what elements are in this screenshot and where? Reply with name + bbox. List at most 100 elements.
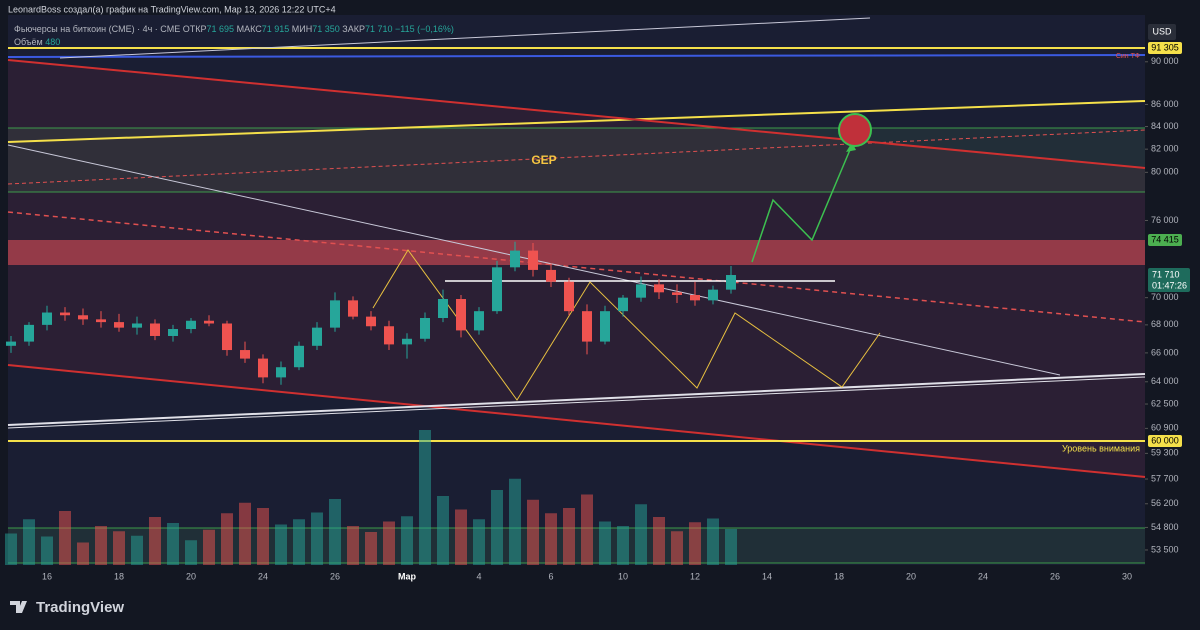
- x-tick-label: 14: [762, 571, 772, 581]
- y-tick-label: 80 000: [1151, 167, 1179, 177]
- y-tick-label: 82 000: [1151, 144, 1179, 154]
- level-line: [7, 54, 1146, 58]
- volume-bar: [113, 531, 125, 565]
- candle-body: [222, 323, 232, 351]
- y-tick-label: 54 800: [1151, 522, 1179, 532]
- x-tick-label: 4: [476, 571, 481, 581]
- x-tick-label: 20: [186, 571, 196, 581]
- volume-bar: [185, 540, 197, 565]
- volume-bar: [383, 521, 395, 565]
- x-tick-label: 30: [1122, 571, 1132, 581]
- x-tick-label: 26: [330, 571, 340, 581]
- x-tick-label: 12: [690, 571, 700, 581]
- candle-body: [294, 345, 304, 368]
- trend-line: [7, 211, 1146, 323]
- close: 71 710: [365, 24, 393, 34]
- x-tick-label: 24: [258, 571, 268, 581]
- volume-bar: [221, 513, 233, 565]
- volume-bar: [599, 521, 611, 565]
- marker-box: [1148, 435, 1182, 447]
- volume: 480: [45, 37, 60, 47]
- volume-bar: [311, 512, 323, 565]
- volume-bar: [77, 542, 89, 565]
- volume-bar: [329, 499, 341, 565]
- y-tick-label: 86 000: [1151, 99, 1179, 109]
- footer-bg: [0, 565, 1200, 630]
- volume-bar: [437, 496, 449, 565]
- volume-bar: [707, 518, 719, 565]
- candle-body: [24, 324, 34, 342]
- channel-line: [7, 364, 1146, 478]
- candle-body: [654, 284, 664, 293]
- currency: USD: [1152, 26, 1172, 36]
- volume-bar: [275, 524, 287, 565]
- candle-body: [60, 312, 70, 316]
- high-label: МАКС: [237, 24, 263, 34]
- candle-body: [672, 292, 682, 295]
- volume-bar: [617, 526, 629, 565]
- volume-zone: [8, 528, 1145, 563]
- candle-body: [492, 267, 502, 312]
- marker-box: [1148, 268, 1190, 292]
- volume-bar: [131, 535, 143, 565]
- marker-box: [1148, 234, 1182, 246]
- close-label: ЗАКР: [342, 24, 365, 34]
- candle-body: [96, 319, 106, 323]
- candle-body: [78, 315, 88, 320]
- volume-bar: [203, 529, 215, 565]
- candle-body: [114, 322, 124, 328]
- candle-body: [132, 323, 142, 328]
- low: 71 350: [312, 24, 340, 34]
- y-tick-label: 84 000: [1151, 121, 1179, 131]
- brand: TradingView: [36, 599, 124, 616]
- y-tick-label: 59 300: [1151, 448, 1179, 458]
- volume-bar: [149, 517, 161, 565]
- volume-bar: [167, 523, 179, 565]
- y-tick-label: 90 000: [1151, 56, 1179, 66]
- y-tick-label: 66 000: [1151, 347, 1179, 357]
- volume-bar: [635, 504, 647, 565]
- x-tick-label: 18: [834, 571, 844, 581]
- resistance-zone: [8, 240, 1145, 265]
- trend-line: [59, 17, 871, 59]
- volume-bar: [563, 508, 575, 565]
- high: 71 915: [262, 24, 290, 34]
- candle-body: [600, 311, 610, 342]
- trend-line: [7, 373, 1146, 426]
- volume-bar: [545, 513, 557, 565]
- volume-bar: [527, 499, 539, 565]
- candle-body: [726, 275, 736, 290]
- candle-body: [582, 311, 592, 342]
- arrow-head: [846, 142, 856, 152]
- channel-fill: [8, 60, 1145, 477]
- candle-body: [312, 327, 322, 346]
- candle-body: [348, 300, 358, 317]
- legend-row: Фьючерсы на биткоин (CME) · 4ч · CME ОТК…: [14, 24, 454, 34]
- change: −115 (−0,16%): [395, 24, 454, 34]
- y-tick-label: 64 000: [1151, 376, 1179, 386]
- candle-body: [618, 297, 628, 312]
- zigzag: [372, 249, 881, 401]
- x-tick-label: 24: [978, 571, 988, 581]
- candle-body: [276, 367, 286, 378]
- volume-bar: [5, 533, 17, 565]
- candle-body: [528, 250, 538, 270]
- volume-bar: [401, 516, 413, 565]
- volume-bar: [365, 532, 377, 565]
- volume-bar: [671, 531, 683, 565]
- x-tick-label: 18: [114, 571, 124, 581]
- candle-body: [474, 311, 484, 331]
- volume-label: Объём: [14, 37, 43, 47]
- tf-label: Син ТФ: [1116, 53, 1140, 60]
- candle-body: [330, 300, 340, 328]
- candle-body: [564, 281, 574, 312]
- volume-bar: [59, 511, 71, 565]
- y-tick-label: 68 000: [1151, 319, 1179, 329]
- volume-bar: [491, 490, 503, 565]
- candle-body: [708, 289, 718, 301]
- low-label: МИН: [292, 24, 312, 34]
- trend-line: [7, 100, 1146, 143]
- marker-box: [1148, 42, 1182, 54]
- candle-body: [456, 299, 466, 331]
